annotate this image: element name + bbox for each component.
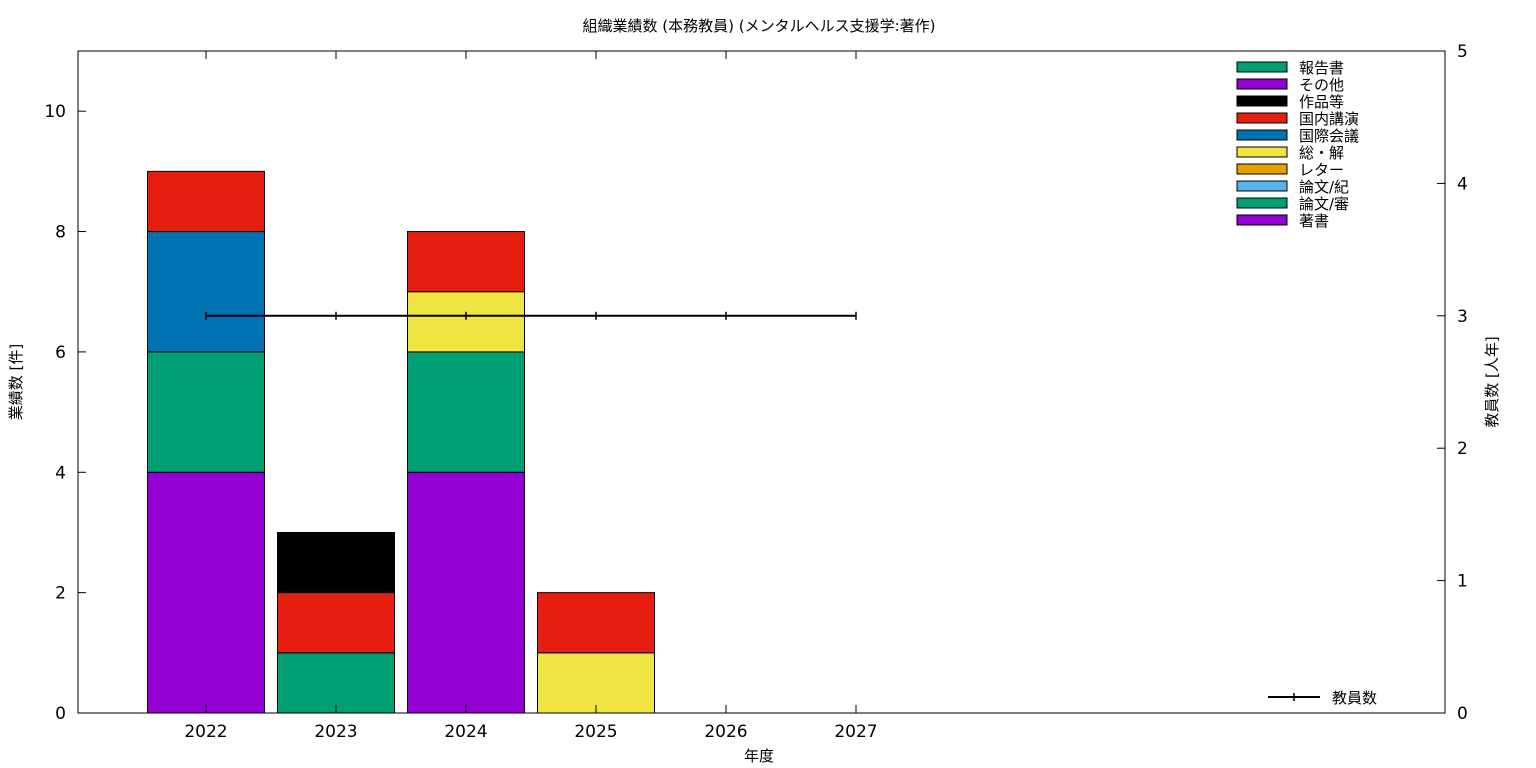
bar-segment <box>407 351 525 473</box>
legend-label: 論文/審 <box>1299 195 1349 213</box>
x-tick-label: 2022 <box>184 722 227 742</box>
legend-label: 作品等 <box>1299 93 1344 111</box>
x-tick-label: 2025 <box>574 722 617 742</box>
y-tick-label: 2 <box>55 584 66 604</box>
bar-segment <box>147 351 265 473</box>
x-tick-label: 2027 <box>834 722 877 742</box>
y2-tick-label: 5 <box>1457 42 1468 62</box>
y-tick-label: 8 <box>55 223 66 243</box>
plot-frame <box>77 50 1446 714</box>
legend-label: レター <box>1299 161 1344 179</box>
legend-swatch <box>1236 180 1288 192</box>
legend-label: 教員数 <box>1332 689 1377 707</box>
y-tick-label: 4 <box>55 463 66 483</box>
bar-segment <box>277 531 395 594</box>
legend-swatch <box>1236 129 1288 141</box>
legend-label: 国内講演 <box>1299 110 1359 128</box>
legend-swatch <box>1236 197 1288 209</box>
y2-tick-label: 1 <box>1457 572 1468 592</box>
staff-line-layer <box>205 311 857 320</box>
bar-segment <box>147 170 265 233</box>
y-tick-label: 10 <box>44 102 66 122</box>
bar-segment <box>537 652 655 714</box>
legend-swatch <box>1236 112 1288 124</box>
legend-label: 著書 <box>1299 212 1329 230</box>
bar-segment <box>277 652 395 714</box>
legend-swatch <box>1236 95 1288 107</box>
legend-label: 報告書 <box>1299 59 1344 77</box>
bar-segment <box>407 291 525 353</box>
legend-label: 論文/紀 <box>1299 178 1349 196</box>
y2-tick-label: 4 <box>1457 174 1468 194</box>
legend-label: 総・解 <box>1299 144 1344 162</box>
x-axis-label: 年度 <box>744 747 774 765</box>
y2-tick-label: 2 <box>1457 439 1468 459</box>
x-tick-label: 2024 <box>444 722 487 742</box>
legend-label: 国際会議 <box>1299 127 1359 145</box>
legend-swatch <box>1236 146 1288 158</box>
legend-swatch <box>1236 163 1288 175</box>
legend-swatch <box>1236 61 1288 73</box>
y2-axis-label: 教員数 [人年] <box>1483 336 1501 427</box>
y2-tick-label: 3 <box>1457 307 1468 327</box>
bar-segment <box>277 592 395 654</box>
y-axis-label: 業績数 [件] <box>7 344 25 420</box>
x-tick-label: 2026 <box>704 722 747 742</box>
chart-title: 組織業績数 (本務教員) (メンタルヘルス支援学:著作) <box>582 17 935 35</box>
axes-layer: 0 2 4 6 8 10 0 1 2 3 4 5 2022 2023 2024 2025 2026 2027 <box>44 42 1467 742</box>
y-tick-label: 0 <box>55 704 66 724</box>
y-tick-label: 6 <box>55 343 66 363</box>
y2-tick-label: 0 <box>1457 704 1468 724</box>
bar-segment <box>537 592 655 654</box>
bar-segment <box>147 471 265 714</box>
bars-layer <box>147 170 655 714</box>
legend-swatch <box>1236 214 1288 226</box>
x-tick-label: 2023 <box>314 722 357 742</box>
legend-swatch <box>1236 78 1288 90</box>
legend-label: その他 <box>1299 76 1344 94</box>
bar-segment <box>407 471 525 714</box>
bar-segment <box>147 231 265 353</box>
bar-segment <box>407 231 525 293</box>
